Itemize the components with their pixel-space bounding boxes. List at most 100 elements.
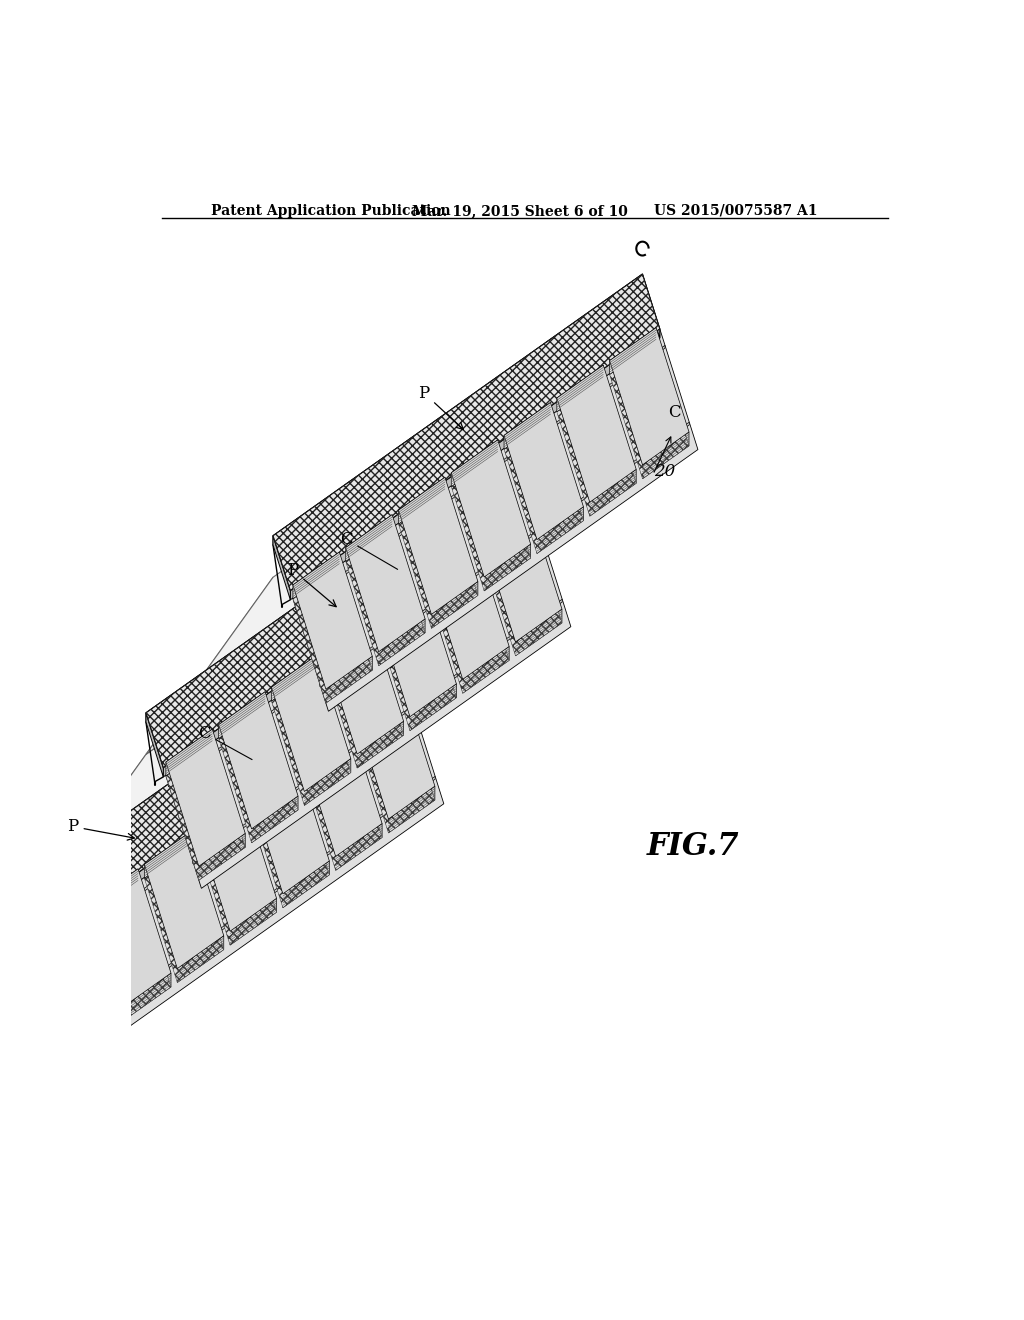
Polygon shape <box>250 756 330 894</box>
Polygon shape <box>293 552 339 599</box>
Polygon shape <box>193 599 562 863</box>
Polygon shape <box>293 566 373 704</box>
Polygon shape <box>198 795 244 841</box>
Polygon shape <box>377 579 424 627</box>
Polygon shape <box>482 504 562 642</box>
Polygon shape <box>219 706 298 842</box>
Polygon shape <box>91 869 138 916</box>
Polygon shape <box>357 721 403 768</box>
Polygon shape <box>166 743 246 880</box>
Polygon shape <box>377 579 457 717</box>
Polygon shape <box>325 616 371 664</box>
Polygon shape <box>146 713 163 777</box>
Polygon shape <box>430 556 509 693</box>
Polygon shape <box>296 346 665 610</box>
Polygon shape <box>452 454 530 591</box>
Polygon shape <box>463 647 509 693</box>
Polygon shape <box>303 733 382 870</box>
Polygon shape <box>336 824 382 870</box>
Polygon shape <box>66 776 435 1040</box>
Polygon shape <box>283 861 330 908</box>
Polygon shape <box>250 756 296 804</box>
Polygon shape <box>557 366 636 502</box>
Polygon shape <box>388 628 406 692</box>
Polygon shape <box>537 507 584 553</box>
Polygon shape <box>163 371 659 809</box>
Polygon shape <box>91 883 171 1020</box>
Polygon shape <box>504 416 584 553</box>
Polygon shape <box>609 342 689 479</box>
Polygon shape <box>271 655 351 792</box>
Polygon shape <box>377 594 457 730</box>
Polygon shape <box>230 899 276 945</box>
Polygon shape <box>18 628 388 899</box>
Polygon shape <box>557 379 636 516</box>
Polygon shape <box>293 552 373 689</box>
Polygon shape <box>642 275 659 338</box>
Text: P: P <box>288 562 336 607</box>
Polygon shape <box>430 543 476 589</box>
Polygon shape <box>144 845 224 982</box>
Polygon shape <box>18 890 36 954</box>
Polygon shape <box>410 684 457 730</box>
Polygon shape <box>590 470 636 516</box>
Polygon shape <box>273 275 659 590</box>
Text: 20: 20 <box>654 463 676 480</box>
Polygon shape <box>557 366 603 412</box>
Polygon shape <box>199 833 246 880</box>
Polygon shape <box>198 795 276 931</box>
Polygon shape <box>146 451 515 722</box>
Polygon shape <box>452 440 530 577</box>
Polygon shape <box>355 696 435 833</box>
Text: C: C <box>340 531 397 569</box>
Polygon shape <box>319 422 689 686</box>
Polygon shape <box>72 1011 118 1057</box>
Polygon shape <box>398 491 478 628</box>
Text: US 2015/0075587 A1: US 2015/0075587 A1 <box>654 203 817 218</box>
Polygon shape <box>398 478 445 524</box>
Polygon shape <box>39 907 118 1043</box>
Polygon shape <box>252 796 298 842</box>
Polygon shape <box>304 759 351 805</box>
Polygon shape <box>144 832 190 878</box>
Polygon shape <box>303 719 382 857</box>
Polygon shape <box>291 329 698 711</box>
Polygon shape <box>484 544 530 591</box>
Polygon shape <box>198 808 276 945</box>
Polygon shape <box>36 682 406 954</box>
Text: FIG.7: FIG.7 <box>646 832 739 862</box>
Polygon shape <box>144 832 224 969</box>
Polygon shape <box>163 506 570 888</box>
Polygon shape <box>169 523 538 787</box>
Polygon shape <box>18 492 515 932</box>
Polygon shape <box>18 628 406 945</box>
Polygon shape <box>219 692 298 829</box>
Polygon shape <box>166 729 246 866</box>
Text: P: P <box>419 384 463 429</box>
Polygon shape <box>346 515 392 561</box>
Polygon shape <box>219 692 265 738</box>
Text: Mar. 19, 2015 Sheet 6 of 10: Mar. 19, 2015 Sheet 6 of 10 <box>412 203 628 218</box>
Polygon shape <box>39 920 118 1057</box>
Text: P: P <box>68 818 134 840</box>
Polygon shape <box>41 700 411 964</box>
Polygon shape <box>504 403 584 540</box>
Polygon shape <box>146 451 532 768</box>
Polygon shape <box>609 327 689 465</box>
Polygon shape <box>325 631 403 768</box>
Text: C: C <box>198 725 252 759</box>
Polygon shape <box>163 506 532 777</box>
Polygon shape <box>273 536 291 599</box>
Text: Patent Application Publication: Patent Application Publication <box>211 203 451 218</box>
Polygon shape <box>36 682 443 1065</box>
Polygon shape <box>125 973 171 1020</box>
Polygon shape <box>39 907 85 953</box>
Polygon shape <box>326 656 373 704</box>
Polygon shape <box>271 655 317 701</box>
Polygon shape <box>482 519 562 656</box>
Polygon shape <box>430 543 509 680</box>
Polygon shape <box>515 609 562 656</box>
Polygon shape <box>36 548 532 986</box>
Polygon shape <box>609 327 656 375</box>
Polygon shape <box>325 616 403 754</box>
